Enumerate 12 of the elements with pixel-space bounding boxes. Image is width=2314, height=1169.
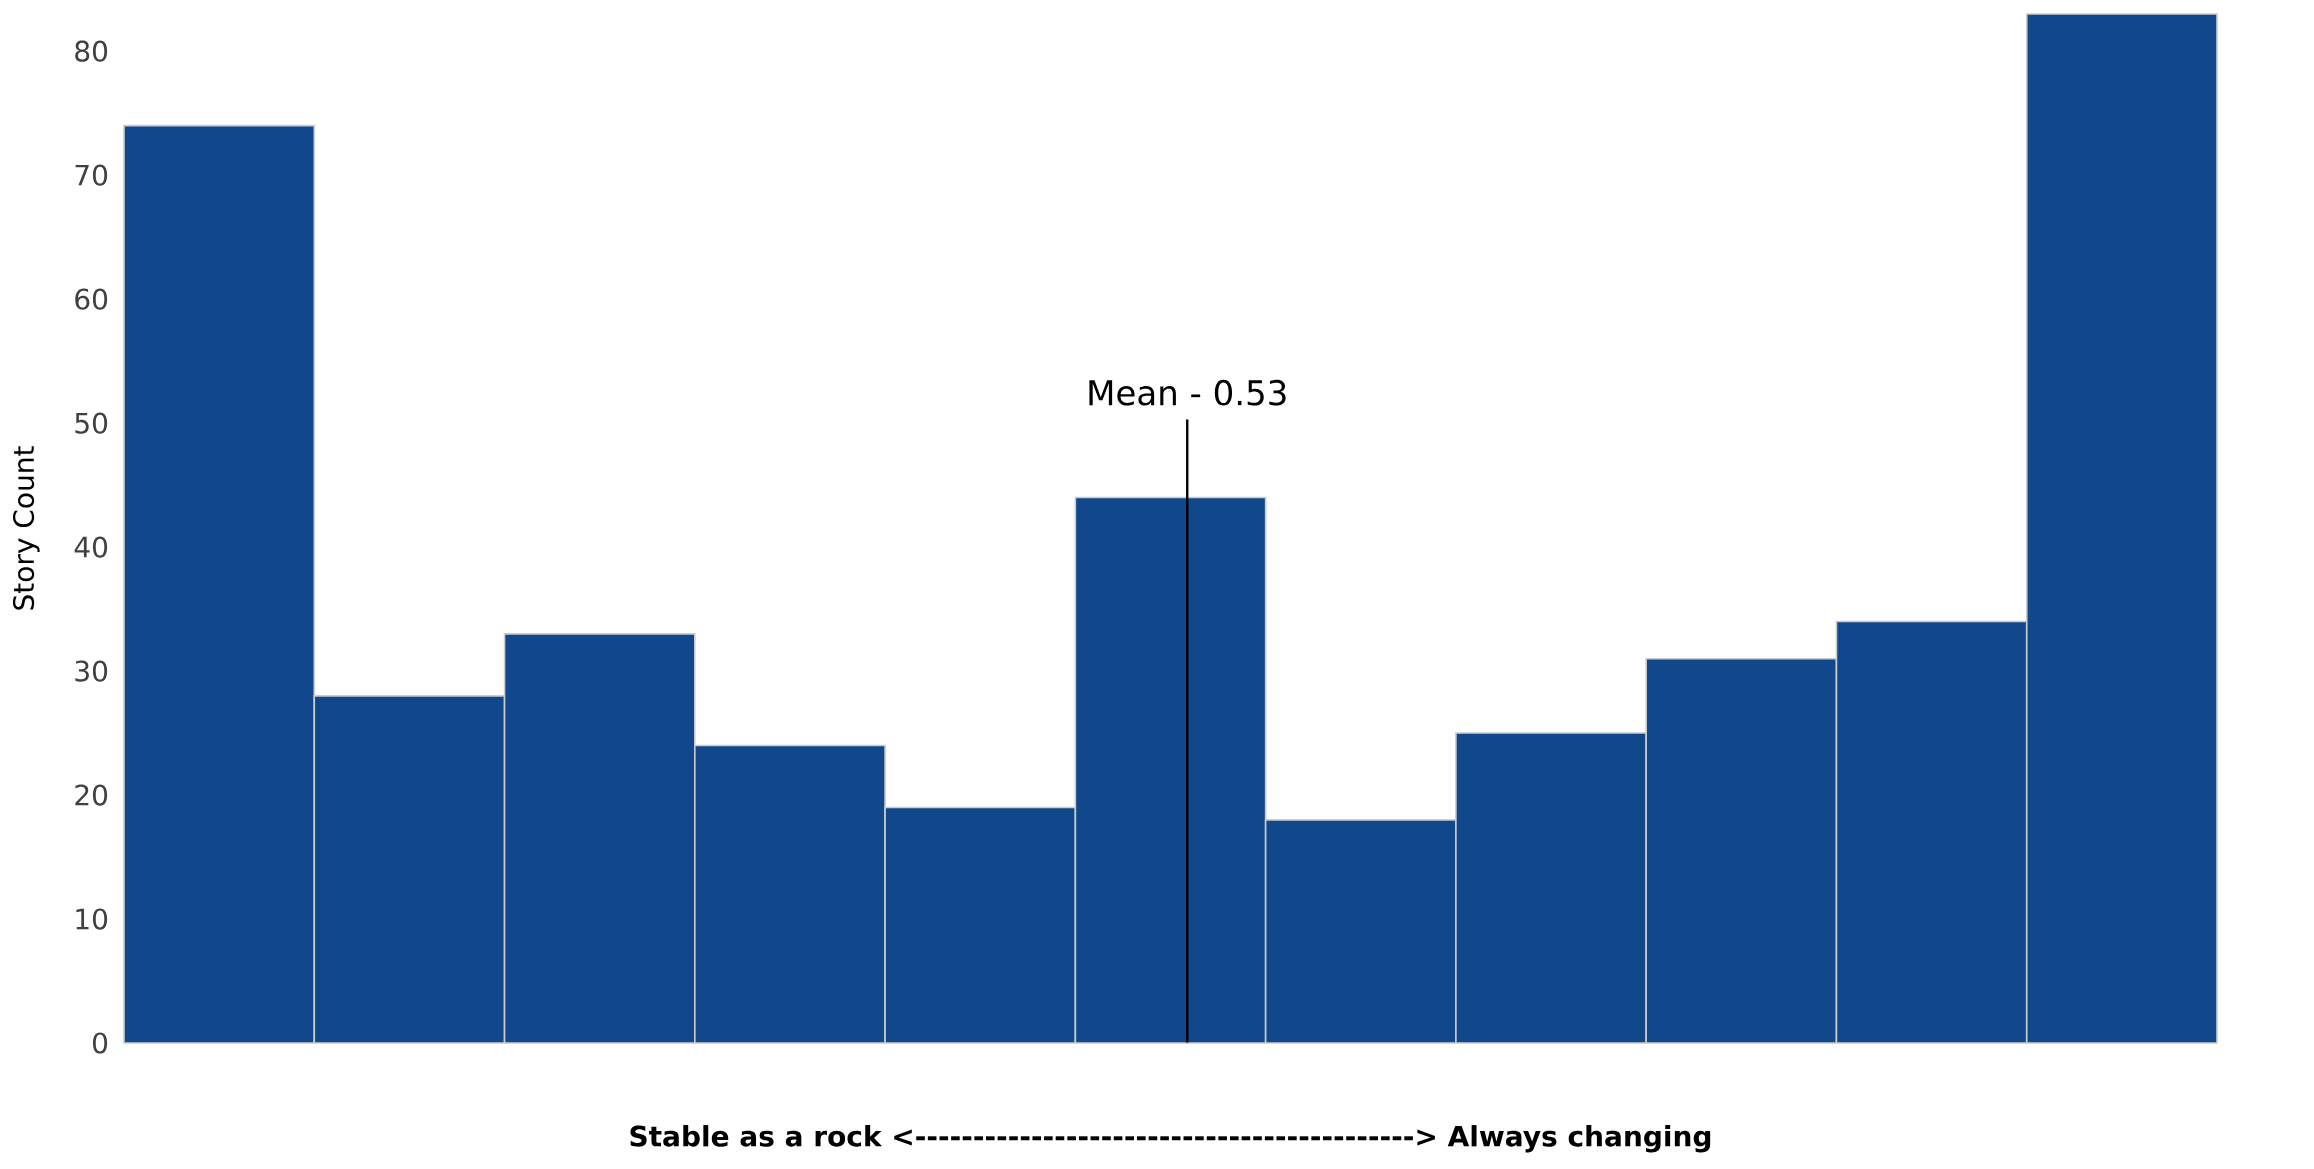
y-tick-label: 0 <box>92 1032 108 1054</box>
y-tick-label: 50 <box>75 412 108 434</box>
y-tick-label: 30 <box>75 660 108 682</box>
y-tick-label: 10 <box>76 908 108 930</box>
y-tick-label: 70 <box>75 164 108 186</box>
y-tick-label: 60 <box>75 288 108 310</box>
y-axis-title: Story Count <box>12 446 40 610</box>
x-axis-title: Stable as a rock <-------------------------------------------> Always changing <box>630 1125 1711 1153</box>
y-tick-label: 20 <box>75 784 108 806</box>
annotation: Mean - 0.53 <box>1089 379 1286 406</box>
y-tick-label: 40 <box>74 536 108 558</box>
y-tick-label: 80 <box>75 40 108 62</box>
